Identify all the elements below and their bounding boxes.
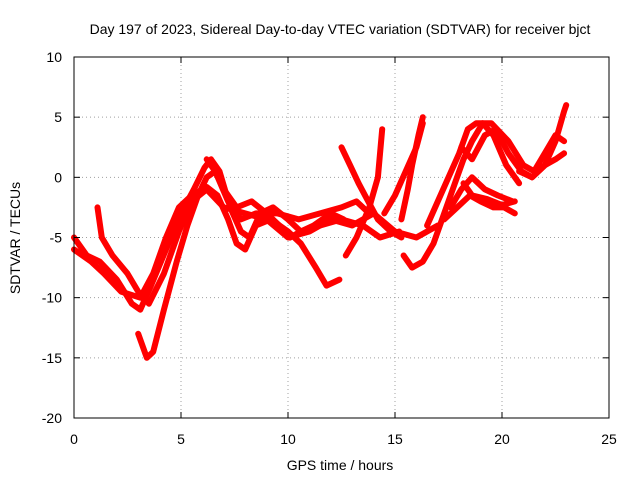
x-tick-label: 25 bbox=[601, 431, 617, 447]
series-track-14 bbox=[460, 180, 518, 208]
series-track-11 bbox=[424, 120, 568, 229]
x-tick-label: 15 bbox=[387, 431, 403, 447]
data-series bbox=[71, 102, 570, 361]
y-tick-label: 0 bbox=[54, 169, 62, 185]
series-track-6 bbox=[338, 144, 405, 241]
series-track-7 bbox=[342, 126, 386, 259]
x-axis-label: GPS time / hours bbox=[287, 457, 394, 473]
x-tick-label: 10 bbox=[280, 431, 296, 447]
y-tick-label: 10 bbox=[46, 49, 62, 65]
series-track-16 bbox=[516, 150, 568, 181]
y-axis-label: SDTVAR / TECUs bbox=[7, 182, 23, 294]
series-track-10 bbox=[381, 120, 426, 217]
y-tick-label: 5 bbox=[54, 109, 62, 125]
series-track-13 bbox=[447, 174, 516, 211]
series-track-4 bbox=[135, 168, 403, 361]
series-track-5 bbox=[203, 156, 373, 223]
x-tick-label: 0 bbox=[70, 431, 78, 447]
chart-title: Day 197 of 2023, Sidereal Day-to-day VTE… bbox=[90, 21, 591, 37]
x-tick-label: 5 bbox=[177, 431, 185, 447]
x-tick-label: 20 bbox=[494, 431, 510, 447]
y-tick-label: -5 bbox=[50, 230, 63, 246]
y-tick-label: -10 bbox=[42, 290, 62, 306]
y-tick-label: -15 bbox=[42, 350, 62, 366]
axis-ticks: 0 5 10 15 20 25 -20 -15 -10 -5 0 5 10 bbox=[42, 49, 617, 447]
series-track-8 bbox=[400, 120, 523, 271]
grid-lines bbox=[74, 57, 609, 418]
y-tick-label: -20 bbox=[42, 410, 62, 426]
series-track-2 bbox=[71, 184, 343, 301]
